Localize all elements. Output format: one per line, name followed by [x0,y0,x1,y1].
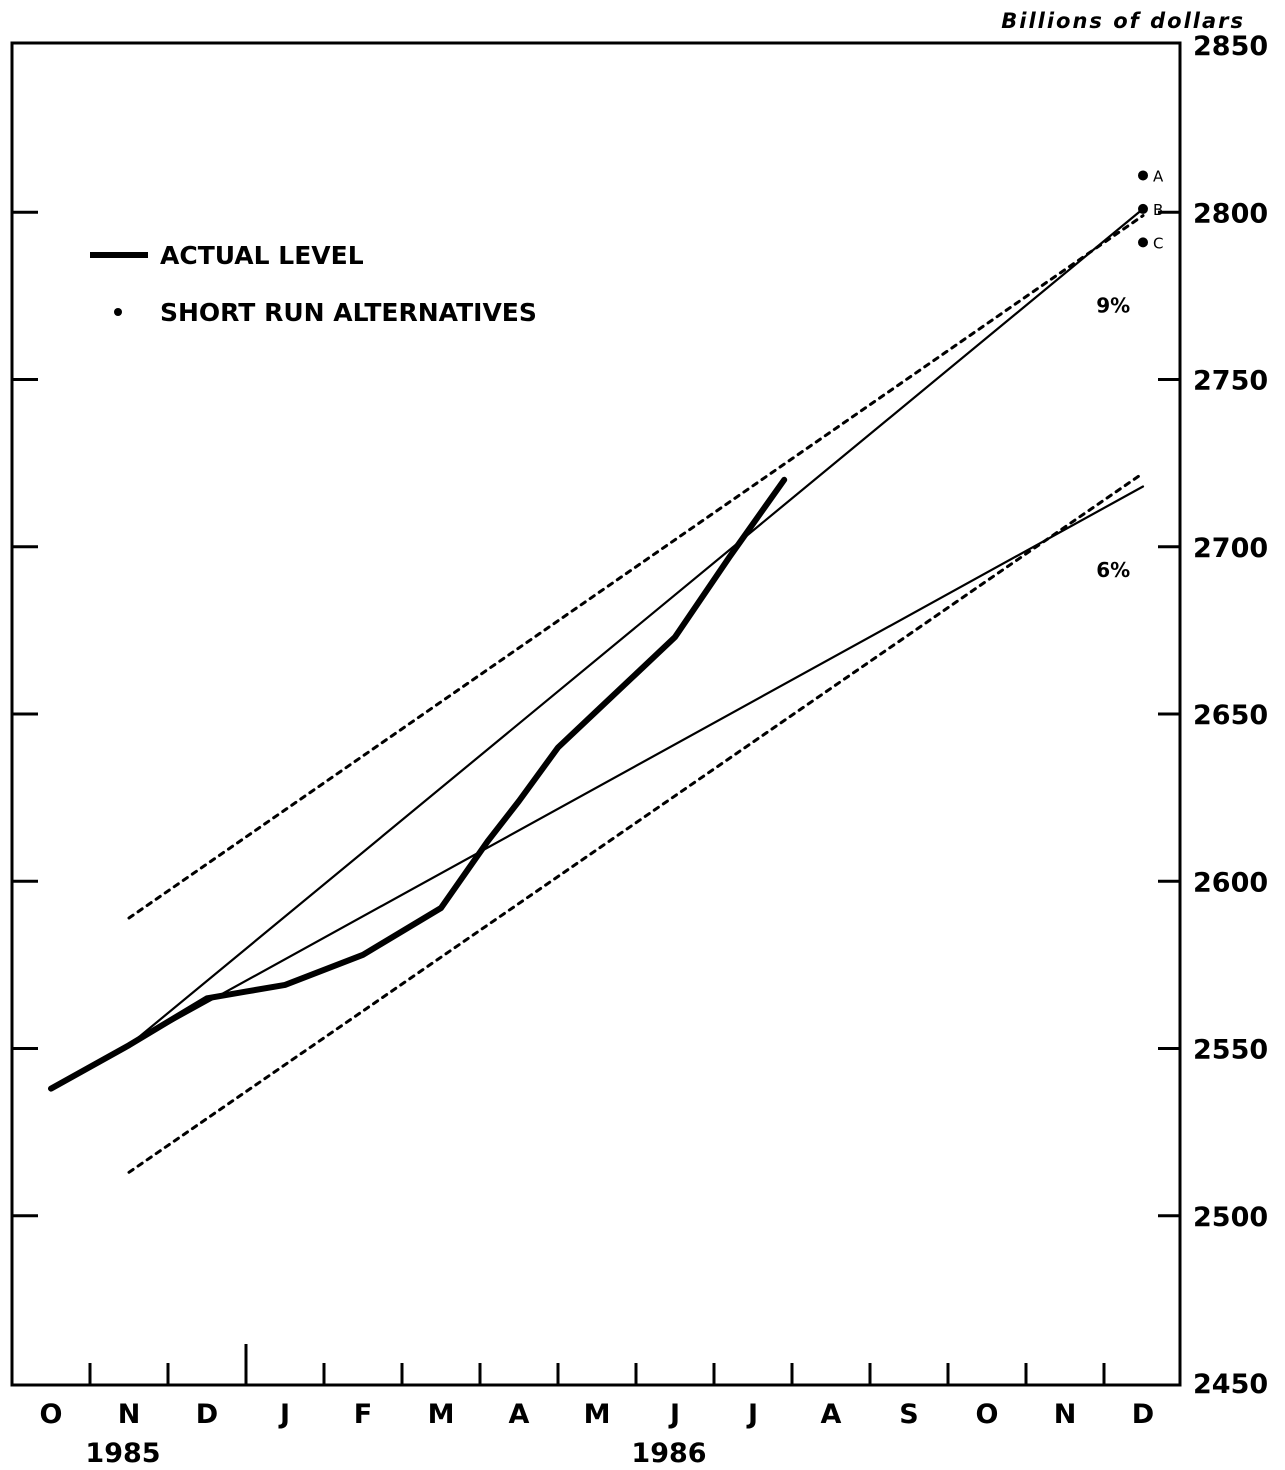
alternative-points: ABC [1138,167,1164,252]
year-label: 1986 [631,1438,706,1469]
x-tick-label: J [278,1399,290,1430]
x-tick-label: A [509,1399,530,1430]
x-tick-label: N [118,1399,141,1430]
x-tick-label: O [40,1399,63,1430]
y-tick-label: 2800 [1193,198,1268,229]
y-tick-label: 2700 [1193,533,1268,564]
legend-alternatives-swatch [114,308,122,316]
x-tick-label: F [354,1399,372,1430]
x-tick-label: D [196,1399,218,1430]
y-tick-label: 2850 [1193,31,1268,62]
annotation-label: 6% [1096,558,1130,582]
axis-ticks [12,210,1180,1385]
axis-labels: 2450 2500 2550 2600 2650 2700 2750 2800 2850 O N D J… [40,31,1269,1469]
alternative-point-a [1138,170,1148,181]
series-group [48,207,1145,1174]
x-tick-label: A [821,1399,842,1430]
series-actual-level [48,476,788,1092]
series-dotted-line [127,214,1145,920]
alternative-label-b: B [1153,201,1163,219]
legend-actual-label: ACTUAL LEVEL [160,241,364,270]
series-dotted-line [127,471,1145,1174]
y-axis-unit-label: Billions of dollars [1001,9,1245,33]
x-tick-label: J [746,1399,758,1430]
legend-alternatives-label: SHORT RUN ALTERNATIVES [160,298,537,327]
legend: ACTUAL LEVEL SHORT RUN ALTERNATIVES [90,241,537,327]
x-tick-label: O [976,1399,999,1430]
y-tick-label: 2550 [1193,1035,1268,1066]
series-thin-line [127,485,1145,1047]
y-tick-label: 2500 [1193,1202,1268,1233]
alternative-point-c [1138,237,1148,248]
alternative-point-b [1138,203,1148,214]
alternative-label-a: A [1153,167,1164,185]
x-tick-label: D [1132,1399,1154,1430]
y-tick-label: 2650 [1193,700,1268,731]
y-tick-label: 2600 [1193,867,1268,898]
series-thin-line [127,207,1145,1047]
alternative-label-c: C [1153,234,1163,252]
y-tick-label: 2750 [1193,366,1268,397]
annotation-label: 9% [1096,294,1130,318]
y-tick-label: 2450 [1193,1369,1268,1400]
x-tick-label: M [428,1399,455,1430]
x-tick-label: J [668,1399,680,1430]
x-tick-label: N [1054,1399,1077,1430]
x-tick-label: S [899,1399,918,1430]
year-label: 1985 [85,1438,160,1469]
x-tick-label: M [584,1399,611,1430]
